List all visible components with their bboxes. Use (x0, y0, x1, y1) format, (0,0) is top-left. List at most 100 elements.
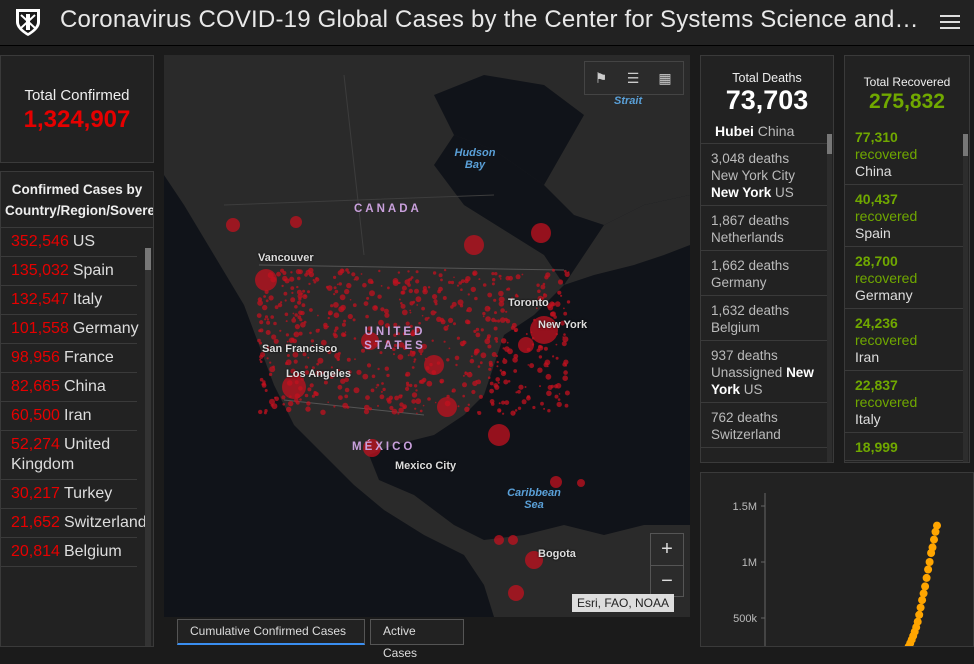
deaths-subheader[interactable]: Hubei China (701, 115, 827, 144)
tab-cumulative-confirmed[interactable]: Cumulative Confirmed Cases (177, 619, 365, 645)
list-item[interactable]: 18,999 (845, 433, 963, 461)
case-marker (401, 309, 408, 316)
zoom-out-button[interactable]: − (651, 565, 683, 597)
case-marker (555, 356, 559, 360)
case-marker (384, 323, 390, 329)
case-marker (557, 279, 564, 285)
case-marker (413, 384, 418, 388)
list-item[interactable]: 22,837 recovered Italy (845, 371, 963, 433)
bookmark-icon[interactable]: ⚑ (594, 70, 608, 86)
list-item[interactable]: 21,652 Switzerland (1, 509, 147, 538)
list-item[interactable]: 82,665 China (1, 373, 137, 402)
case-marker (442, 296, 447, 300)
case-marker (454, 355, 460, 361)
case-marker (377, 294, 382, 299)
case-marker (467, 293, 470, 296)
list-item[interactable]: 132,547 Italy (1, 286, 137, 315)
case-marker (308, 282, 311, 286)
list-item[interactable]: 352,546 US (1, 228, 137, 257)
list-item[interactable]: 762 deaths Switzerland (701, 403, 827, 448)
case-marker (375, 386, 378, 389)
qr-code-icon[interactable]: ▦ (658, 70, 672, 86)
zoom-in-button[interactable]: + (661, 538, 673, 560)
case-marker (285, 344, 289, 347)
case-marker (294, 393, 301, 399)
case-marker (440, 319, 446, 325)
list-item[interactable]: 1,867 deaths Netherlands (701, 206, 827, 251)
case-marker (457, 299, 464, 306)
case-marker (393, 343, 397, 348)
list-icon[interactable]: ☰ (626, 70, 640, 86)
map-label-canada: CANADA (354, 203, 422, 215)
map-view[interactable]: CANADA UNITED STATES MÉXICO Hudson Bay S… (164, 55, 690, 617)
list-item[interactable]: 3,048 deaths New York City New York US (701, 144, 827, 206)
case-marker (494, 336, 498, 341)
case-marker (439, 380, 443, 384)
list-item[interactable]: 20,814 Belgium (1, 538, 137, 567)
case-marker (473, 329, 477, 333)
list-item[interactable]: 52,274 United Kingdom (1, 431, 137, 480)
case-marker (549, 311, 555, 317)
chart-point (913, 617, 922, 626)
list-item[interactable]: 30,217 Turkey (1, 480, 137, 509)
case-marker (467, 403, 470, 406)
map-label-mexico-city: Mexico City (395, 460, 457, 472)
list-item[interactable]: 60,500 Iran (1, 402, 137, 431)
case-marker (299, 398, 302, 401)
case-marker (405, 371, 411, 377)
case-marker (400, 394, 403, 397)
case-marker (266, 320, 271, 325)
case-marker (560, 294, 563, 297)
case-marker (361, 332, 379, 350)
list-item[interactable]: 101,558 Germany (1, 315, 139, 344)
list-item[interactable]: 1,632 deaths Belgium (701, 296, 827, 341)
total-recovered-panel: Total Recovered 275,832 77,310 recovered C… (844, 55, 970, 463)
case-marker (331, 372, 336, 377)
list-item[interactable]: 98,956 France (1, 344, 137, 373)
hamburger-menu-icon[interactable] (940, 11, 960, 31)
case-marker (472, 272, 477, 276)
list-item[interactable]: 937 deaths Unassigned New York US (701, 341, 827, 403)
case-marker (455, 363, 458, 367)
case-marker (337, 384, 343, 390)
case-marker (309, 383, 314, 388)
case-marker (543, 346, 548, 351)
case-marker (537, 345, 544, 351)
case-marker (285, 333, 289, 337)
list-item[interactable]: 40,437 recovered Spain (845, 185, 963, 247)
case-marker (554, 301, 561, 307)
case-marker (506, 341, 509, 344)
case-marker (563, 311, 568, 316)
case-marker (329, 375, 333, 379)
case-marker (421, 306, 425, 311)
case-marker (436, 316, 442, 322)
case-marker (346, 405, 350, 409)
case-marker (259, 320, 264, 325)
list-item[interactable]: 24,236 recovered Iran (845, 309, 963, 371)
case-marker (274, 396, 279, 402)
case-marker (563, 307, 565, 310)
list-item[interactable]: 135,032 Spain (1, 257, 137, 286)
tab-active-cases[interactable]: Active Cases (370, 619, 464, 660)
list-item[interactable]: 28,700 recovered Germany (845, 247, 963, 309)
case-marker (493, 326, 498, 331)
case-marker (363, 409, 370, 415)
case-marker (497, 381, 500, 384)
case-marker (531, 223, 551, 243)
case-marker (295, 269, 301, 275)
case-marker (338, 395, 343, 400)
case-marker (315, 277, 320, 282)
case-marker (415, 279, 420, 284)
case-marker (510, 410, 516, 416)
list-item[interactable]: 1,662 deaths Germany (701, 251, 827, 296)
list-item[interactable]: 77,310 recovered China (845, 123, 963, 185)
case-marker (333, 312, 340, 319)
case-marker (479, 361, 483, 365)
case-marker (274, 305, 279, 310)
country-list-scrollbar[interactable] (145, 248, 151, 646)
case-marker (557, 290, 562, 295)
case-marker (317, 328, 320, 331)
deaths-scrollbar[interactable] (827, 134, 832, 462)
case-marker (434, 311, 437, 314)
recovered-scrollbar[interactable] (963, 134, 968, 462)
